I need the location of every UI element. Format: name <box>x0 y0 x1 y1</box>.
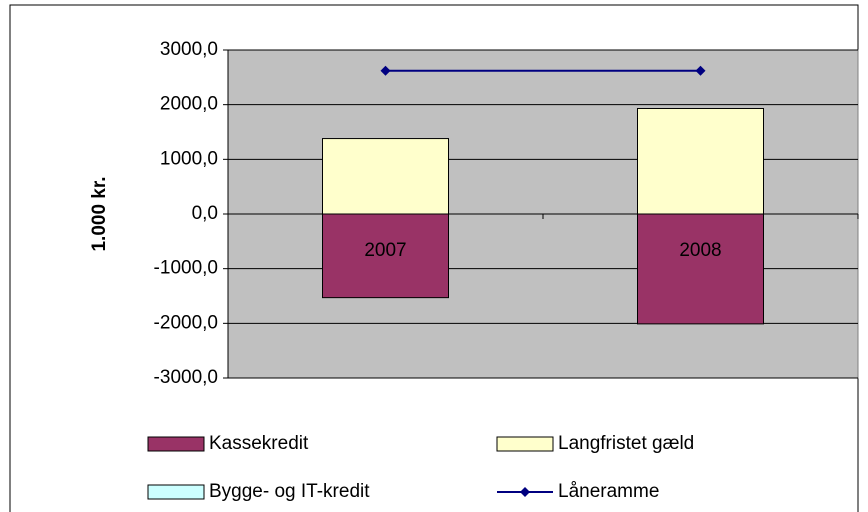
legend-swatch <box>147 436 205 452</box>
bar <box>322 138 449 215</box>
y-tick-label: 2000,0 <box>160 94 218 115</box>
line-marker <box>380 65 391 76</box>
bar <box>637 213 764 325</box>
y-tick-label: 3000,0 <box>160 39 218 60</box>
y-tick-label: 0,0 <box>192 203 218 224</box>
line-marker <box>695 65 706 76</box>
legend-label: Bygge- og IT-kredit <box>209 481 370 502</box>
legend-label: Langfristet gæld <box>558 433 694 454</box>
y-tick-label: 1000,0 <box>160 148 218 169</box>
y-tick-label: -2000,0 <box>154 312 218 333</box>
y-tick-label: -3000,0 <box>154 367 218 388</box>
legend-label: Låneramme <box>558 481 659 502</box>
bar <box>637 107 764 215</box>
x-tick-label: 2007 <box>364 240 406 261</box>
legend-marker <box>520 487 530 497</box>
y-tick-label: -1000,0 <box>154 258 218 279</box>
x-tick-label: 2008 <box>679 240 721 261</box>
legend-label: Kassekredit <box>209 433 309 454</box>
bar <box>322 213 449 299</box>
y-axis-label: 1.000 kr. <box>89 176 110 251</box>
legend-swatch <box>496 436 554 452</box>
legend-swatch <box>147 484 205 500</box>
